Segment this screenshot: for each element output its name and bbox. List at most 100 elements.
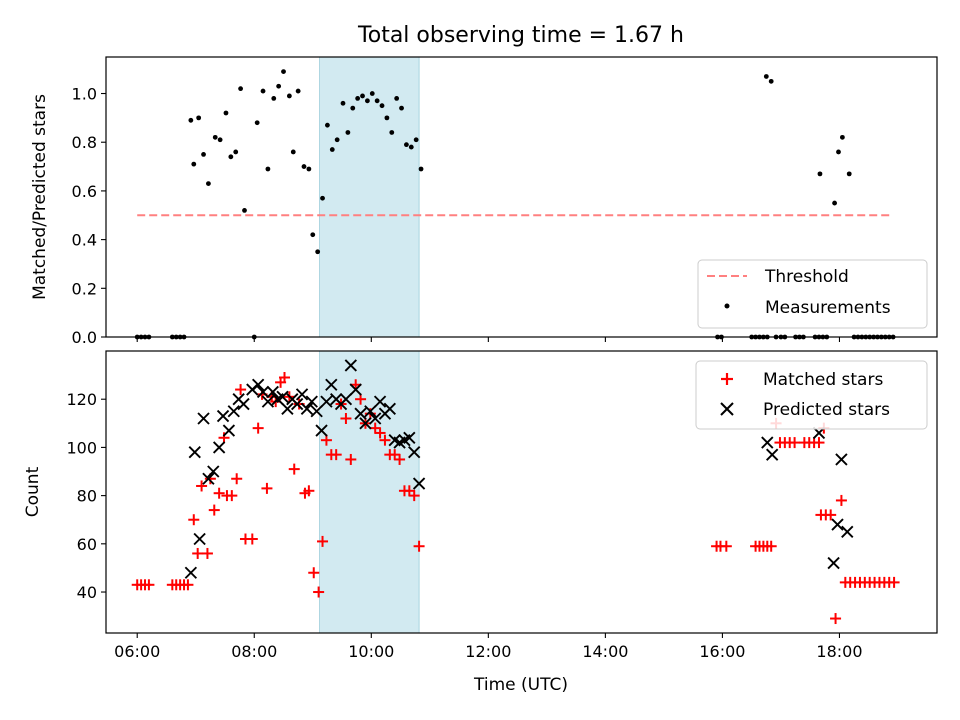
data-point	[383, 402, 396, 416]
legend-measurements-swatch	[724, 303, 730, 309]
data-point	[213, 487, 225, 499]
data-point	[720, 540, 732, 552]
data-point	[317, 535, 329, 547]
data-point	[216, 409, 230, 423]
data-point	[222, 424, 236, 437]
shaded-span	[319, 56, 420, 338]
data-point	[389, 449, 401, 461]
data-point	[278, 372, 290, 384]
data-point	[408, 490, 420, 502]
y-tick-label: 0.6	[72, 182, 97, 201]
data-point	[286, 93, 292, 99]
y-tick-label: 0.2	[72, 279, 97, 298]
data-point	[846, 171, 852, 177]
y-tick-label: 0.0	[72, 328, 97, 347]
y-tick-label: 0.4	[72, 231, 97, 250]
data-point	[334, 137, 340, 143]
data-point	[404, 142, 409, 148]
data-point	[295, 88, 301, 94]
data-point	[389, 130, 395, 135]
data-point	[301, 164, 307, 169]
data-point	[765, 540, 777, 552]
data-point	[251, 378, 265, 391]
top-legend-box	[697, 259, 928, 329]
data-point	[212, 441, 226, 454]
data-point	[413, 137, 419, 143]
top-legend: Threshold Measurements	[697, 259, 928, 329]
legend-threshold-label: Threshold	[764, 267, 849, 287]
x-tick-label: 08:00	[231, 642, 277, 661]
data-point	[313, 586, 325, 598]
data-point	[193, 532, 206, 546]
data-point	[320, 195, 325, 201]
data-point	[265, 166, 271, 172]
data-point	[254, 120, 260, 126]
legend-matched-label: Matched stars	[763, 370, 883, 390]
bottom-x-axis-label: Time (UTC)	[473, 675, 568, 695]
data-point	[379, 434, 391, 446]
data-point	[188, 514, 200, 526]
data-point	[303, 485, 315, 497]
x-tick-label: 18:00	[816, 642, 862, 661]
data-point	[223, 110, 229, 116]
data-point	[354, 407, 367, 420]
data-point	[288, 463, 300, 475]
data-point	[765, 448, 779, 461]
data-point	[201, 547, 213, 559]
data-point	[256, 385, 270, 399]
data-point	[315, 424, 328, 437]
data-point	[271, 95, 277, 101]
data-point	[345, 453, 357, 465]
data-point	[206, 181, 211, 187]
data-point	[763, 74, 769, 79]
x-tick-label: 14:00	[582, 642, 628, 661]
bottom-y-ticks: 40 60 80 100 120	[66, 390, 106, 602]
data-point	[246, 533, 258, 545]
x-tick-label: 12:00	[465, 642, 511, 661]
data-point	[191, 161, 197, 167]
data-point	[836, 149, 841, 155]
data-point	[364, 98, 370, 104]
data-point	[839, 134, 845, 140]
y-tick-label: 120	[66, 390, 97, 409]
data-point	[227, 405, 240, 418]
data-point	[813, 437, 825, 449]
data-point	[394, 95, 400, 101]
data-point	[252, 422, 264, 434]
data-point	[237, 397, 250, 411]
data-point	[355, 95, 361, 101]
data-point	[399, 105, 404, 111]
data-point	[789, 437, 801, 449]
data-point	[817, 171, 823, 177]
data-point	[143, 579, 155, 591]
data-point	[235, 384, 247, 396]
data-point	[374, 98, 380, 104]
y-tick-label: 40	[77, 583, 97, 602]
data-point	[340, 100, 346, 106]
bottom-data-layer	[131, 359, 900, 625]
data-point	[290, 149, 296, 155]
data-point	[768, 78, 774, 84]
data-point	[266, 385, 279, 399]
data-point	[192, 547, 204, 559]
data-point	[835, 453, 848, 466]
legend-measurements-label: Measurements	[765, 298, 891, 318]
data-point	[369, 412, 382, 425]
top-chart-title: Total observing time = 1.67 h	[357, 23, 684, 48]
data-point	[403, 431, 416, 444]
bottom-axes-frame	[105, 350, 938, 634]
series-measurements	[134, 69, 896, 340]
data-point	[413, 540, 425, 552]
top-x-ticks	[136, 337, 841, 342]
data-point	[202, 472, 215, 485]
x-tick-label: 06:00	[114, 642, 160, 661]
data-point	[228, 154, 234, 160]
data-point	[345, 130, 351, 135]
data-point	[295, 388, 309, 401]
legend-predicted-swatch	[720, 402, 734, 416]
data-point	[276, 390, 289, 403]
data-point	[330, 449, 342, 461]
data-point	[360, 93, 365, 99]
data-point	[374, 427, 386, 439]
data-point	[276, 83, 282, 89]
